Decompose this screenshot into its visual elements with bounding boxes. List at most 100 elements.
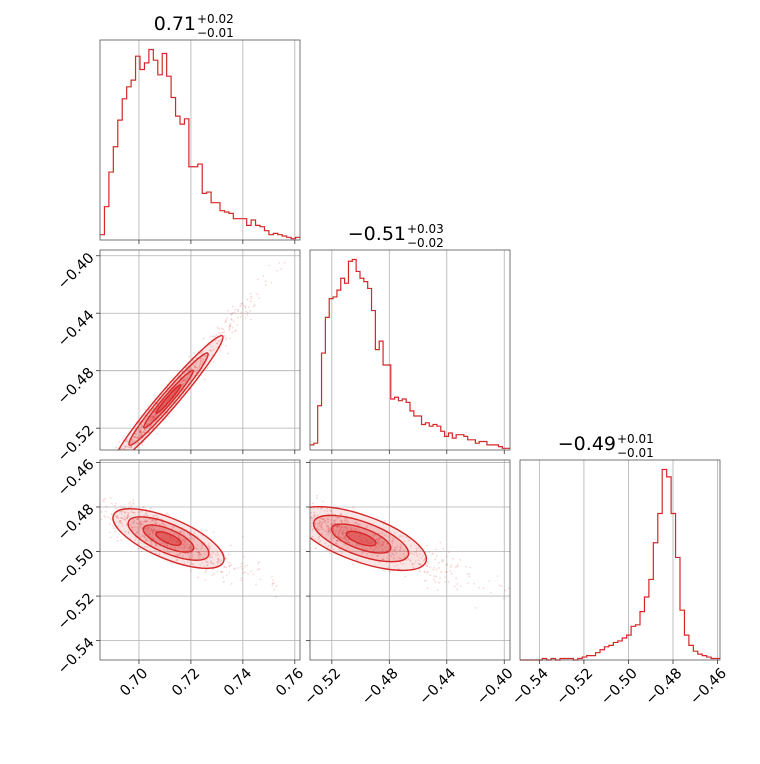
scatter-point bbox=[186, 543, 188, 546]
scatter-point bbox=[366, 539, 369, 542]
scatter-point bbox=[186, 377, 189, 380]
x-tick-label: −0.52 bbox=[302, 665, 345, 708]
scatter-point bbox=[173, 391, 176, 394]
x-tick-label: 0.76 bbox=[273, 665, 307, 699]
scatter-point bbox=[149, 426, 152, 428]
scatter-point bbox=[155, 522, 158, 525]
scatter-point bbox=[208, 543, 210, 545]
scatter-point bbox=[208, 548, 211, 550]
scatter-point bbox=[212, 551, 215, 554]
scatter-point bbox=[329, 537, 332, 540]
scatter-point bbox=[191, 551, 193, 554]
scatter-point bbox=[399, 546, 402, 549]
scatter-point bbox=[399, 546, 402, 549]
scatter-point bbox=[228, 553, 230, 556]
scatter-point bbox=[216, 557, 219, 560]
scatter-point bbox=[345, 537, 348, 540]
scatter-point bbox=[356, 543, 359, 546]
scatter-point bbox=[409, 559, 412, 562]
scatter-point bbox=[174, 547, 177, 549]
scatter-point bbox=[182, 543, 185, 546]
scatter-point bbox=[207, 561, 210, 564]
scatter-point bbox=[155, 514, 158, 517]
scatter-point bbox=[295, 511, 297, 513]
scatter-point bbox=[138, 428, 141, 431]
scatter-point bbox=[208, 546, 211, 549]
scatter-point bbox=[336, 539, 339, 542]
scatter-point bbox=[204, 529, 207, 532]
scatter-point bbox=[212, 531, 215, 534]
scatter-point bbox=[427, 571, 429, 573]
scatter-point bbox=[229, 325, 232, 328]
scatter-point bbox=[342, 535, 345, 537]
scatter-point bbox=[295, 509, 297, 511]
scatter-point bbox=[467, 582, 469, 585]
scatter-point bbox=[423, 570, 426, 573]
scatter-point bbox=[321, 500, 324, 503]
scatter-point bbox=[323, 530, 326, 533]
scatter-point bbox=[162, 522, 164, 525]
scatter-point bbox=[474, 606, 477, 609]
scatter-point bbox=[224, 558, 227, 560]
scatter-point bbox=[142, 505, 145, 508]
scatter-point bbox=[367, 541, 370, 544]
scatter-point bbox=[343, 537, 345, 540]
scatter-point bbox=[326, 530, 328, 533]
scatter-point bbox=[179, 376, 182, 379]
scatter-point bbox=[459, 585, 462, 588]
scatter-point bbox=[129, 524, 132, 527]
scatter-point bbox=[125, 445, 128, 448]
scatter-point bbox=[391, 542, 394, 545]
scatter-point bbox=[124, 446, 127, 449]
scatter-point bbox=[339, 529, 342, 532]
scatter-point bbox=[119, 520, 122, 523]
scatter-point bbox=[256, 293, 258, 295]
scatter-point bbox=[194, 366, 197, 369]
scatter-point bbox=[333, 519, 336, 522]
scatter-point bbox=[378, 540, 381, 543]
scatter-point bbox=[161, 529, 164, 532]
scatter-point bbox=[154, 416, 157, 418]
scatter-point bbox=[333, 526, 335, 529]
scatter-point bbox=[153, 527, 156, 530]
scatter-point bbox=[197, 558, 200, 560]
scatter-point bbox=[187, 369, 190, 372]
scatter-point bbox=[210, 562, 212, 565]
scatter-point bbox=[216, 342, 218, 345]
histogram-panel-p0: 0.71 +0.02−0.01 bbox=[99, 12, 301, 244]
scatter-point bbox=[136, 531, 139, 534]
scatter-point bbox=[150, 528, 153, 531]
scatter-point bbox=[200, 553, 202, 556]
scatter-point bbox=[341, 545, 344, 548]
scatter-point bbox=[323, 509, 326, 512]
scatter-point bbox=[143, 536, 146, 539]
scatter-point bbox=[172, 539, 175, 542]
scatter-point bbox=[228, 327, 231, 330]
scatter-point bbox=[174, 390, 177, 393]
scatter-point bbox=[503, 597, 505, 600]
scatter-point bbox=[148, 526, 150, 529]
scatter-point bbox=[147, 526, 150, 529]
scatter-point bbox=[121, 471, 123, 473]
scatter-point bbox=[133, 436, 136, 438]
scatter-point bbox=[127, 513, 130, 516]
scatter-point bbox=[187, 373, 190, 376]
scatter-point bbox=[182, 379, 185, 382]
scatter-point bbox=[333, 519, 335, 522]
scatter-point bbox=[424, 571, 426, 574]
scatter-point bbox=[136, 530, 138, 533]
scatter-point bbox=[138, 522, 141, 525]
scatter-point bbox=[356, 559, 358, 561]
scatter-point bbox=[468, 575, 471, 578]
scatter-point bbox=[259, 578, 262, 581]
scatter-point bbox=[417, 546, 420, 549]
density-contour bbox=[142, 524, 195, 553]
scatter-point bbox=[96, 508, 98, 510]
scatter-point bbox=[352, 563, 354, 566]
scatter-point bbox=[466, 572, 469, 575]
scatter-point bbox=[341, 532, 344, 535]
scatter-point bbox=[386, 557, 389, 559]
scatter-point bbox=[149, 417, 152, 420]
scatter-point bbox=[150, 419, 153, 421]
